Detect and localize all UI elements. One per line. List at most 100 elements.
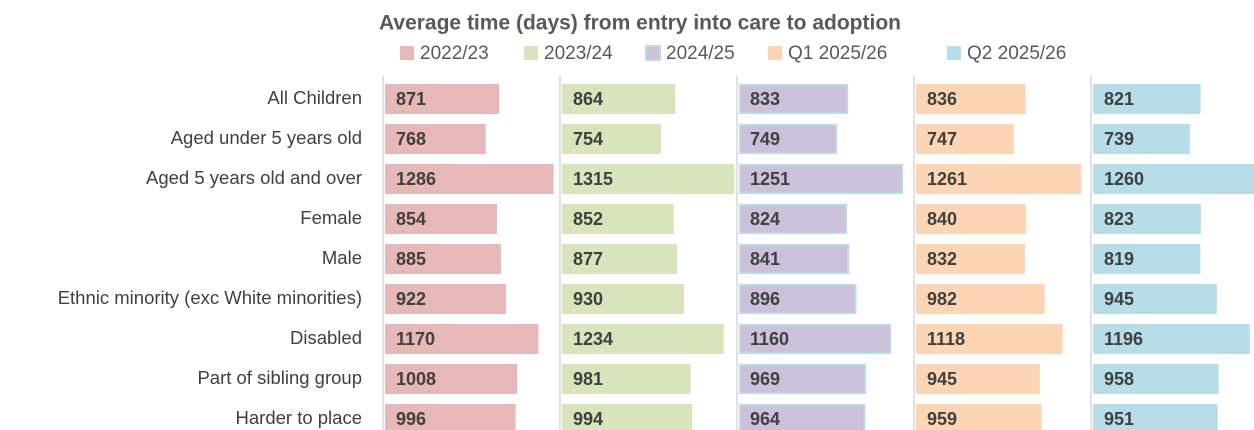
bar — [1093, 404, 1218, 430]
bar — [916, 404, 1042, 430]
bar — [562, 124, 661, 154]
bar — [562, 284, 684, 314]
category-label: All Children — [267, 87, 362, 108]
bar — [739, 364, 867, 394]
bar — [385, 204, 497, 234]
bar — [739, 84, 849, 114]
category-label: Ethnic minority (exc White minorities) — [58, 287, 362, 308]
legend-swatch — [400, 46, 414, 60]
value-label: 768 — [396, 129, 426, 149]
value-label: 824 — [750, 209, 780, 229]
value-label: 1196 — [1104, 329, 1143, 349]
value-label: 951 — [1104, 409, 1134, 429]
legend-swatch — [645, 45, 661, 61]
category-label: Disabled — [290, 327, 362, 348]
value-label: 754 — [573, 129, 603, 149]
value-label: 832 — [927, 249, 957, 269]
value-label: 896 — [750, 289, 780, 309]
bar — [916, 124, 1014, 154]
legend-label: Q1 2025/26 — [788, 43, 887, 64]
legend-swatch — [524, 46, 538, 60]
bar — [562, 364, 691, 394]
value-label: 1260 — [1104, 169, 1144, 189]
bar — [916, 284, 1045, 314]
category-label: Female — [300, 207, 362, 228]
value-label: 994 — [573, 409, 603, 429]
value-label: 1286 — [396, 169, 436, 189]
bar — [916, 164, 1082, 194]
value-label: 964 — [750, 409, 780, 429]
bar — [562, 204, 674, 234]
bar — [916, 324, 1063, 354]
bar — [1093, 364, 1219, 394]
value-label: 958 — [1104, 369, 1134, 389]
bar — [916, 244, 1026, 274]
bar — [385, 404, 516, 430]
bar — [385, 124, 486, 154]
value-label: 930 — [573, 289, 603, 309]
legend-label: Q2 2025/26 — [967, 43, 1066, 64]
bar — [385, 324, 539, 354]
value-label: 739 — [1104, 129, 1134, 149]
value-label: 996 — [396, 409, 426, 429]
value-label: 945 — [927, 369, 957, 389]
value-label: 1251 — [750, 169, 790, 189]
value-label: 819 — [1104, 249, 1134, 269]
value-label: 969 — [750, 369, 780, 389]
legend-swatch — [947, 46, 961, 60]
value-label: 833 — [750, 89, 780, 109]
value-label: 823 — [1104, 209, 1134, 229]
chart-title: Average time (days) from entry into care… — [379, 12, 901, 35]
bar — [916, 84, 1026, 114]
value-label: 1160 — [750, 329, 789, 349]
value-label: 840 — [927, 209, 957, 229]
value-label: 959 — [927, 409, 957, 429]
category-label: Male — [322, 247, 362, 268]
legend-swatch — [768, 46, 782, 60]
bar — [1093, 324, 1250, 354]
legend-label: 2022/23 — [420, 43, 489, 64]
bar — [1093, 164, 1254, 194]
bar — [562, 244, 677, 274]
value-label: 1008 — [396, 369, 436, 389]
value-label: 1315 — [573, 169, 613, 189]
value-label: 885 — [396, 249, 426, 269]
bar — [916, 204, 1027, 234]
category-label: Harder to place — [236, 407, 362, 428]
bar — [916, 364, 1040, 394]
bar — [385, 84, 500, 114]
bar — [385, 284, 506, 314]
value-label: 836 — [927, 89, 957, 109]
value-label: 854 — [396, 209, 426, 229]
category-label: Aged under 5 years old — [171, 127, 362, 148]
bar — [739, 204, 848, 234]
bar — [385, 244, 502, 274]
value-label: 1118 — [927, 329, 965, 349]
value-label: 852 — [573, 209, 603, 229]
bar — [1093, 124, 1190, 154]
bar — [739, 164, 904, 194]
bar — [1093, 244, 1201, 274]
bar — [739, 244, 850, 274]
bar — [385, 164, 554, 194]
bar — [562, 324, 724, 354]
value-label: 747 — [927, 129, 957, 149]
value-label: 821 — [1104, 89, 1134, 109]
value-label: 1234 — [573, 329, 613, 349]
bar — [739, 324, 892, 354]
value-label: 871 — [396, 89, 426, 109]
value-label: 922 — [396, 289, 426, 309]
category-label: Aged 5 years old and over — [146, 167, 362, 188]
value-label: 864 — [573, 89, 603, 109]
bar — [739, 404, 866, 430]
bar — [1093, 84, 1201, 114]
legend-label: 2024/25 — [666, 43, 735, 64]
value-label: 877 — [573, 249, 603, 269]
value-label: 1261 — [927, 169, 967, 189]
value-label: 841 — [750, 249, 780, 269]
bar — [739, 284, 857, 314]
bar — [1093, 284, 1217, 314]
bar — [739, 124, 838, 154]
value-label: 749 — [750, 129, 780, 149]
